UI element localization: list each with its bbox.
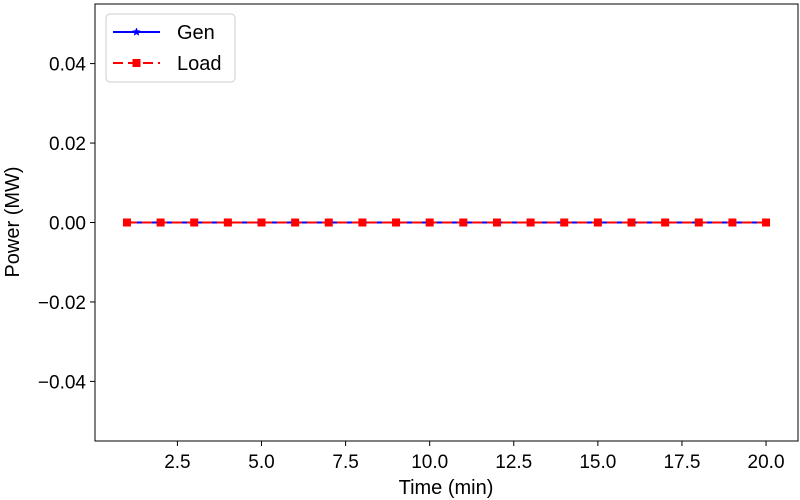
x-tick-label: 7.5 (332, 452, 358, 473)
data-point (593, 218, 602, 227)
x-tick-label: 10.0 (411, 452, 448, 473)
data-point (392, 218, 401, 227)
data-point (661, 218, 670, 227)
data-point (190, 218, 199, 227)
x-axis-ticks: 2.5 5.0 7.5 10.0 12.5 15.0 17.5 20.0 (164, 441, 785, 473)
data-point (257, 218, 266, 227)
data-point (122, 218, 131, 227)
x-tick-label: 15.0 (579, 452, 616, 473)
data-point (358, 218, 367, 227)
legend-item-load: Load (113, 53, 222, 75)
data-point (459, 218, 468, 227)
y-tick-label: 0.00 (49, 214, 86, 235)
x-tick-label: 2.5 (164, 452, 190, 473)
legend-marker (132, 27, 141, 36)
data-point (156, 218, 165, 227)
data-point (223, 218, 232, 227)
legend: Gen Load (105, 13, 236, 83)
x-tick-label: 17.5 (663, 452, 700, 473)
series-load (122, 218, 771, 227)
data-point (291, 218, 300, 227)
data-point (762, 218, 771, 227)
y-axis-ticks: −0.04 −0.02 0.00 0.02 0.04 (38, 55, 95, 393)
y-axis-label: Power (MW) (2, 166, 24, 277)
legend-marker (132, 59, 141, 67)
y-tick-label: −0.04 (38, 372, 87, 393)
series-layer (122, 217, 771, 227)
y-tick-label: 0.02 (49, 134, 86, 155)
legend-label: Gen (177, 22, 215, 44)
data-point (425, 218, 434, 227)
data-point (324, 218, 333, 227)
y-tick-label: −0.02 (38, 293, 86, 314)
data-point (728, 218, 737, 227)
legend-item-gen: Gen (113, 22, 215, 44)
data-point (492, 218, 501, 227)
y-tick-label: 0.04 (49, 55, 86, 76)
data-point (627, 218, 636, 227)
x-tick-label: 20.0 (748, 452, 785, 473)
x-axis-label: Time (min) (399, 477, 494, 499)
data-point (694, 218, 703, 227)
x-tick-label: 5.0 (248, 452, 274, 473)
x-tick-label: 12.5 (495, 452, 532, 473)
data-point (526, 218, 535, 227)
legend-label: Load (177, 53, 222, 75)
data-point (560, 218, 569, 227)
